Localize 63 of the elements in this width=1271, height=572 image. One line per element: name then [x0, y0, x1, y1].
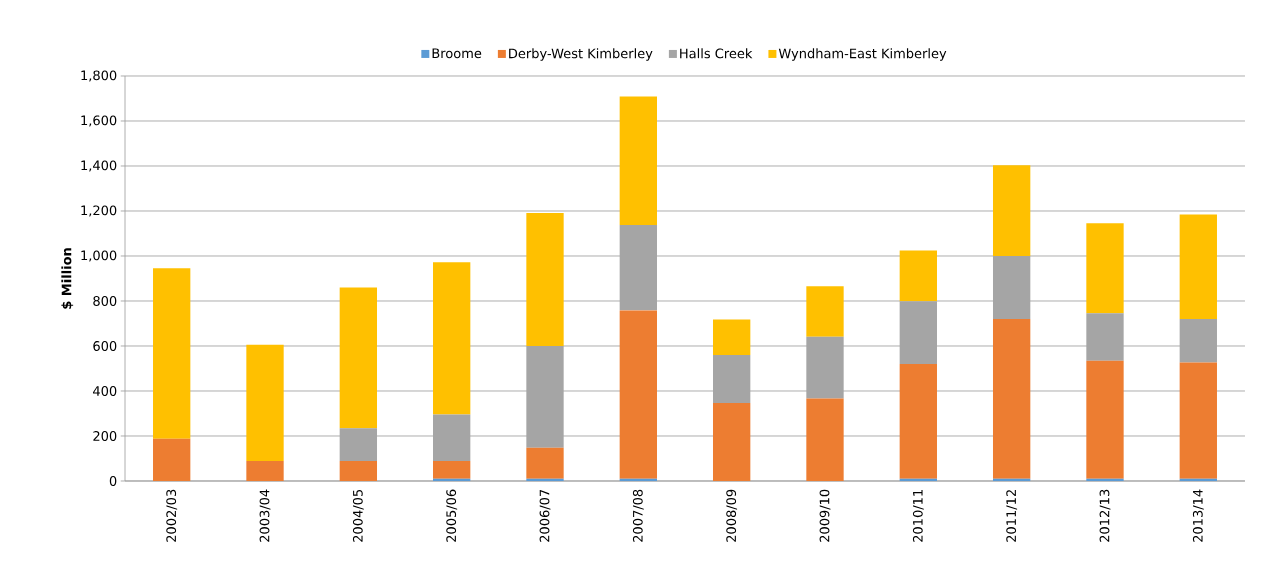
- x-tick-label: 2004/05: [352, 489, 364, 542]
- bar: [713, 319, 751, 355]
- y-tick-label: 800: [93, 296, 117, 306]
- y-tick-label: 200: [93, 431, 117, 441]
- bar: [992, 165, 1031, 256]
- legend-label: Wyndham-East Kimberley: [778, 48, 947, 61]
- y-tick-label: 0: [109, 476, 117, 486]
- bar: [339, 460, 378, 481]
- bar: [992, 255, 1031, 319]
- bar: [1086, 313, 1124, 361]
- y-axis-title: $ Million: [61, 248, 74, 309]
- bar: [1086, 360, 1124, 479]
- bar: [619, 310, 657, 479]
- bar: [713, 402, 751, 481]
- bar: [899, 250, 937, 302]
- bar: [1086, 223, 1124, 314]
- bar: [1179, 362, 1217, 479]
- bar: [806, 336, 844, 399]
- x-tick-label: 2003/04: [259, 489, 271, 542]
- x-tick-label: 2006/07: [539, 489, 551, 542]
- bar: [899, 363, 937, 479]
- bar: [1179, 214, 1217, 319]
- bar: [806, 286, 844, 337]
- y-tick-label: 1,600: [81, 115, 117, 127]
- x-tick-label: 2005/06: [446, 489, 458, 542]
- y-tick-label: 600: [93, 341, 117, 351]
- x-tick-label: 2013/14: [1192, 489, 1204, 542]
- y-tick-label: 1,200: [81, 205, 117, 217]
- bar: [433, 262, 471, 415]
- x-tick-label: 2010/11: [912, 490, 924, 542]
- bar: [246, 344, 284, 461]
- bar: [246, 460, 284, 481]
- bar: [153, 268, 191, 439]
- bar: [526, 345, 564, 448]
- y-tick-label: 1,400: [81, 160, 117, 172]
- x-tick-label: 2008/09: [726, 489, 738, 542]
- x-tick-label: 2009/10: [819, 489, 831, 542]
- y-tick-label: 1,800: [81, 70, 117, 82]
- bar: [992, 318, 1031, 479]
- bar: [526, 447, 564, 479]
- y-tick-label: 1,000: [81, 250, 117, 262]
- bar: [433, 414, 471, 461]
- x-tick-label: 2012/13: [1099, 489, 1111, 542]
- x-tick-label: 2002/03: [166, 489, 178, 542]
- x-tick-label: 2011/12: [1006, 490, 1018, 542]
- bar: [339, 287, 378, 429]
- bar: [899, 301, 937, 364]
- bar: [526, 478, 564, 481]
- y-tick-label: 400: [93, 386, 117, 396]
- bar: [619, 96, 657, 225]
- legend-label: Broome: [432, 48, 482, 59]
- bar: [619, 224, 657, 311]
- bar: [1086, 478, 1124, 481]
- legend-label: Derby-West Kimberley: [509, 48, 653, 61]
- bar: [433, 460, 471, 479]
- bar: [1179, 318, 1217, 363]
- legend-label: Halls Creek: [680, 48, 753, 59]
- bar: [153, 438, 191, 481]
- bar: [806, 398, 844, 481]
- bar: [526, 213, 564, 346]
- x-tick-label: 2007/08: [632, 489, 644, 542]
- bar: [713, 354, 751, 403]
- bar: [339, 428, 378, 461]
